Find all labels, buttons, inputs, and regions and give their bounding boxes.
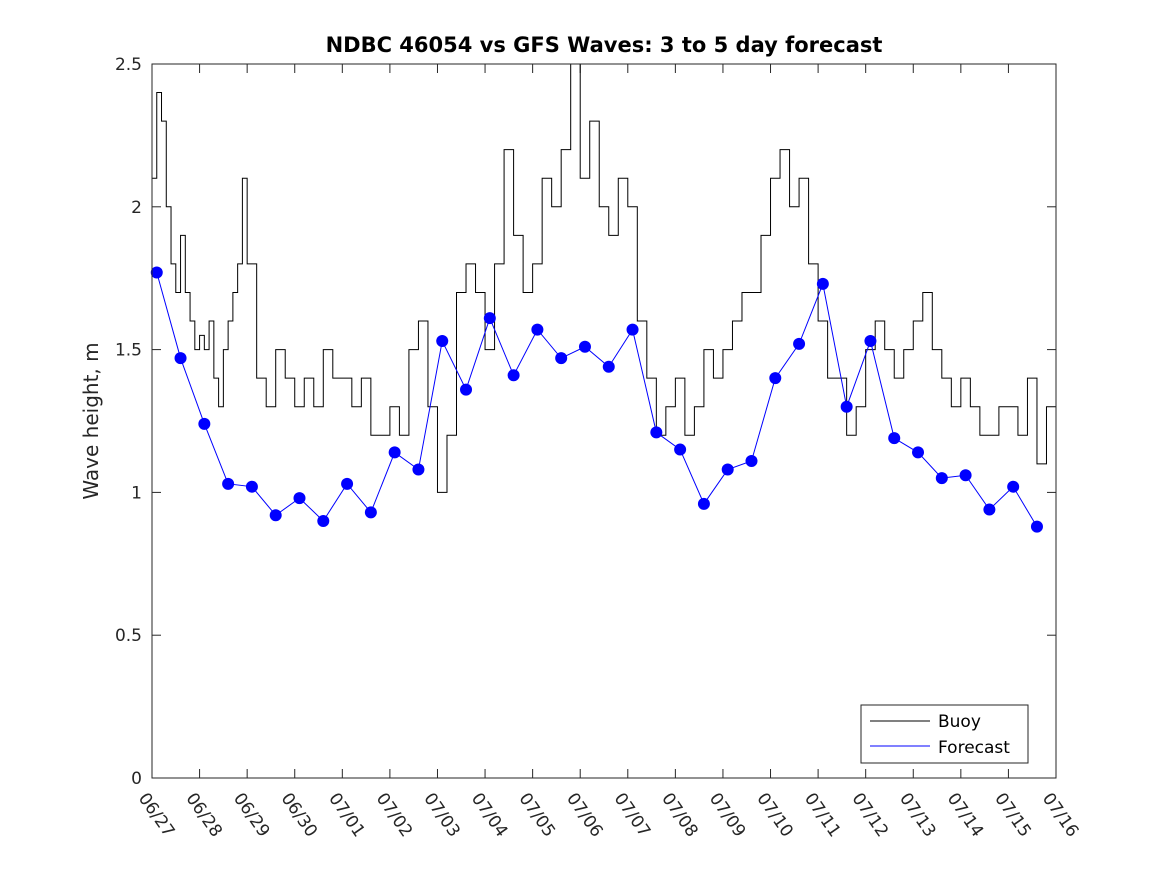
forecast-point	[935, 472, 948, 485]
forecast-point	[721, 463, 734, 476]
forecast-point	[483, 312, 496, 325]
forecast-point	[650, 426, 663, 439]
y-tick-label: 2.5	[115, 55, 142, 75]
forecast-point	[222, 477, 235, 490]
forecast-point	[436, 335, 449, 348]
forecast-point	[626, 323, 639, 336]
plot-frame	[151, 63, 1057, 779]
forecast-point	[460, 383, 473, 396]
forecast-point	[578, 340, 591, 353]
forecast-point	[150, 266, 163, 279]
plot-area	[152, 64, 1056, 778]
y-axis-ticks: 0 0.5 1 1.5 2 2.5	[115, 55, 1056, 789]
y-axis-label: Wave height, m	[79, 342, 103, 499]
legend: Buoy Forecast	[860, 704, 1029, 764]
y-tick-label: 0	[131, 769, 142, 789]
forecast-point	[269, 509, 282, 522]
forecast-point	[245, 480, 258, 493]
legend-box	[860, 704, 1029, 764]
buoy-series-layer	[152, 63, 1057, 493]
forecast-point	[388, 446, 401, 459]
forecast-point	[555, 352, 568, 365]
forecast-point	[864, 335, 877, 348]
forecast-point	[602, 360, 615, 373]
forecast-point	[1030, 520, 1043, 533]
forecast-point	[912, 446, 925, 459]
legend-forecast-label: Forecast	[938, 738, 1010, 758]
forecast-point	[531, 323, 544, 336]
forecast-point	[674, 443, 687, 456]
chart-title: NDBC 46054 vs GFS Waves: 3 to 5 day fore…	[326, 33, 883, 57]
forecast-point	[293, 492, 306, 505]
forecast-point	[983, 503, 996, 516]
forecast-point	[697, 497, 710, 510]
forecast-point	[412, 463, 425, 476]
y-tick-label: 1.5	[115, 341, 142, 361]
forecast-point	[364, 506, 377, 519]
forecast-point	[816, 277, 829, 290]
forecast-point	[888, 432, 901, 445]
forecast-series-layer	[150, 266, 1043, 533]
forecast-point	[793, 337, 806, 350]
forecast-point	[341, 477, 354, 490]
buoy-line	[152, 63, 1057, 493]
forecast-point	[198, 417, 211, 430]
forecast-point	[1007, 480, 1020, 493]
y-tick-label: 0.5	[115, 626, 142, 646]
y-tick-label: 1	[131, 483, 142, 503]
legend-buoy-label: Buoy	[938, 712, 981, 732]
forecast-point	[317, 514, 330, 527]
forecast-point	[840, 400, 853, 413]
y-tick-label: 2	[131, 198, 142, 218]
forecast-point	[507, 369, 520, 382]
forecast-point	[959, 469, 972, 482]
forecast-point	[769, 372, 782, 385]
forecast-point	[174, 352, 187, 365]
forecast-point	[745, 454, 758, 467]
